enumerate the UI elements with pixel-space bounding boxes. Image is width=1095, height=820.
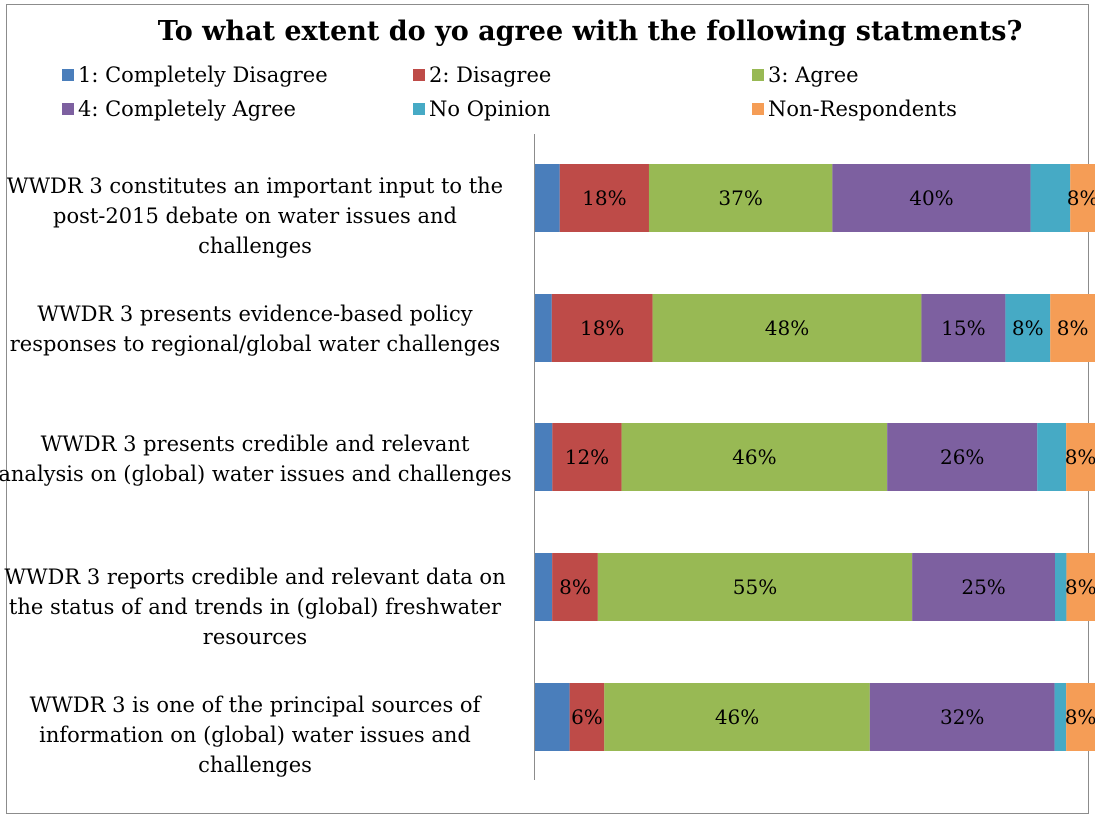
category-label: WWDR 3 presents credible and relevant an… [0,432,512,486]
bar-segment [1055,553,1067,621]
bar-segment [1005,294,1051,362]
category-label: WWDR 3 reports credible and relevant dat… [4,565,506,649]
legend-swatch-non-respondents [752,103,764,115]
bar-segment [887,423,1038,491]
category-label: WWDR 3 presents evidence-based policy re… [9,302,501,356]
data-label: 40% [909,186,953,210]
data-label: 8% [1012,316,1044,340]
bar-segment [559,164,649,232]
data-label: 8% [1065,575,1095,599]
legend-label-completely-agree: 4: Completely Agree [78,97,296,121]
legend-swatch-completely-agree [62,103,74,115]
chart-frame [6,4,1089,814]
legend-swatch-no-opinion [413,103,425,115]
bar-segment [1066,553,1095,621]
data-label: 8% [1065,445,1095,469]
bar-segment [652,294,922,362]
data-label: 8% [1065,705,1095,729]
bar-segment [535,423,553,491]
legend-label-non-respondents: Non-Respondents [768,97,957,121]
legend-item-disagree: 2: Disagree [413,62,551,88]
legend-item-agree: 3: Agree [752,62,859,88]
legend-label-agree: 3: Agree [768,63,859,87]
bar-segment [1050,294,1095,362]
bar-segment [535,164,560,232]
category-label: WWDR 3 constitutes an important input to… [6,174,504,258]
legend-swatch-disagree [413,69,425,81]
bar-segment [621,423,888,491]
legend-item-completely-disagree: 1: Completely Disagree [62,62,328,88]
legend-item-non-respondents: Non-Respondents [752,96,957,122]
bar-segment [869,683,1055,751]
data-label: 8% [1057,316,1089,340]
legend-item-no-opinion: No Opinion [413,96,550,122]
legend-swatch-completely-disagree [62,69,74,81]
bar-segment [1054,683,1067,751]
data-label: 8% [559,575,591,599]
legend-label-completely-disagree: 1: Completely Disagree [78,63,328,87]
bar-segment [921,294,1006,362]
legend-label-disagree: 2: Disagree [429,63,552,87]
bar-segment [552,553,598,621]
data-label: 18% [582,186,626,210]
bar-segment [552,423,622,491]
legend-item-completely-agree: 4: Completely Agree [62,96,296,122]
data-label: 25% [961,575,1005,599]
bar-segment [912,553,1055,621]
legend-label-no-opinion: No Opinion [429,97,551,121]
bar-segment [551,294,653,362]
bar-segment [1066,683,1095,751]
data-label: 46% [732,445,776,469]
bar-segment [1070,164,1095,232]
bar-segment [604,683,870,751]
bar-segment [1066,423,1095,491]
data-label: 26% [940,445,984,469]
category-label: WWDR 3 is one of the principal sources o… [29,693,481,777]
bar-segment [535,553,553,621]
data-label: 12% [565,445,609,469]
chart-title: To what extent do yo agree with the foll… [157,16,1023,47]
data-label: 18% [580,316,624,340]
bar-segment [832,164,1031,232]
bar-segment [1037,423,1067,491]
bar-segment [569,683,605,751]
data-label: 37% [718,186,762,210]
bar-segment [597,553,913,621]
data-label: 32% [940,705,984,729]
data-label: 6% [571,705,603,729]
data-label: 15% [941,316,985,340]
data-label: 48% [765,316,809,340]
bar-segment [535,683,570,751]
data-label: 55% [733,575,777,599]
data-label: 46% [715,705,759,729]
bar-segment [535,294,552,362]
bar-segment [1030,164,1071,232]
bar-segment [648,164,833,232]
data-label: 8% [1067,186,1095,210]
category-axis-line [534,134,535,780]
legend-swatch-agree [752,69,764,81]
